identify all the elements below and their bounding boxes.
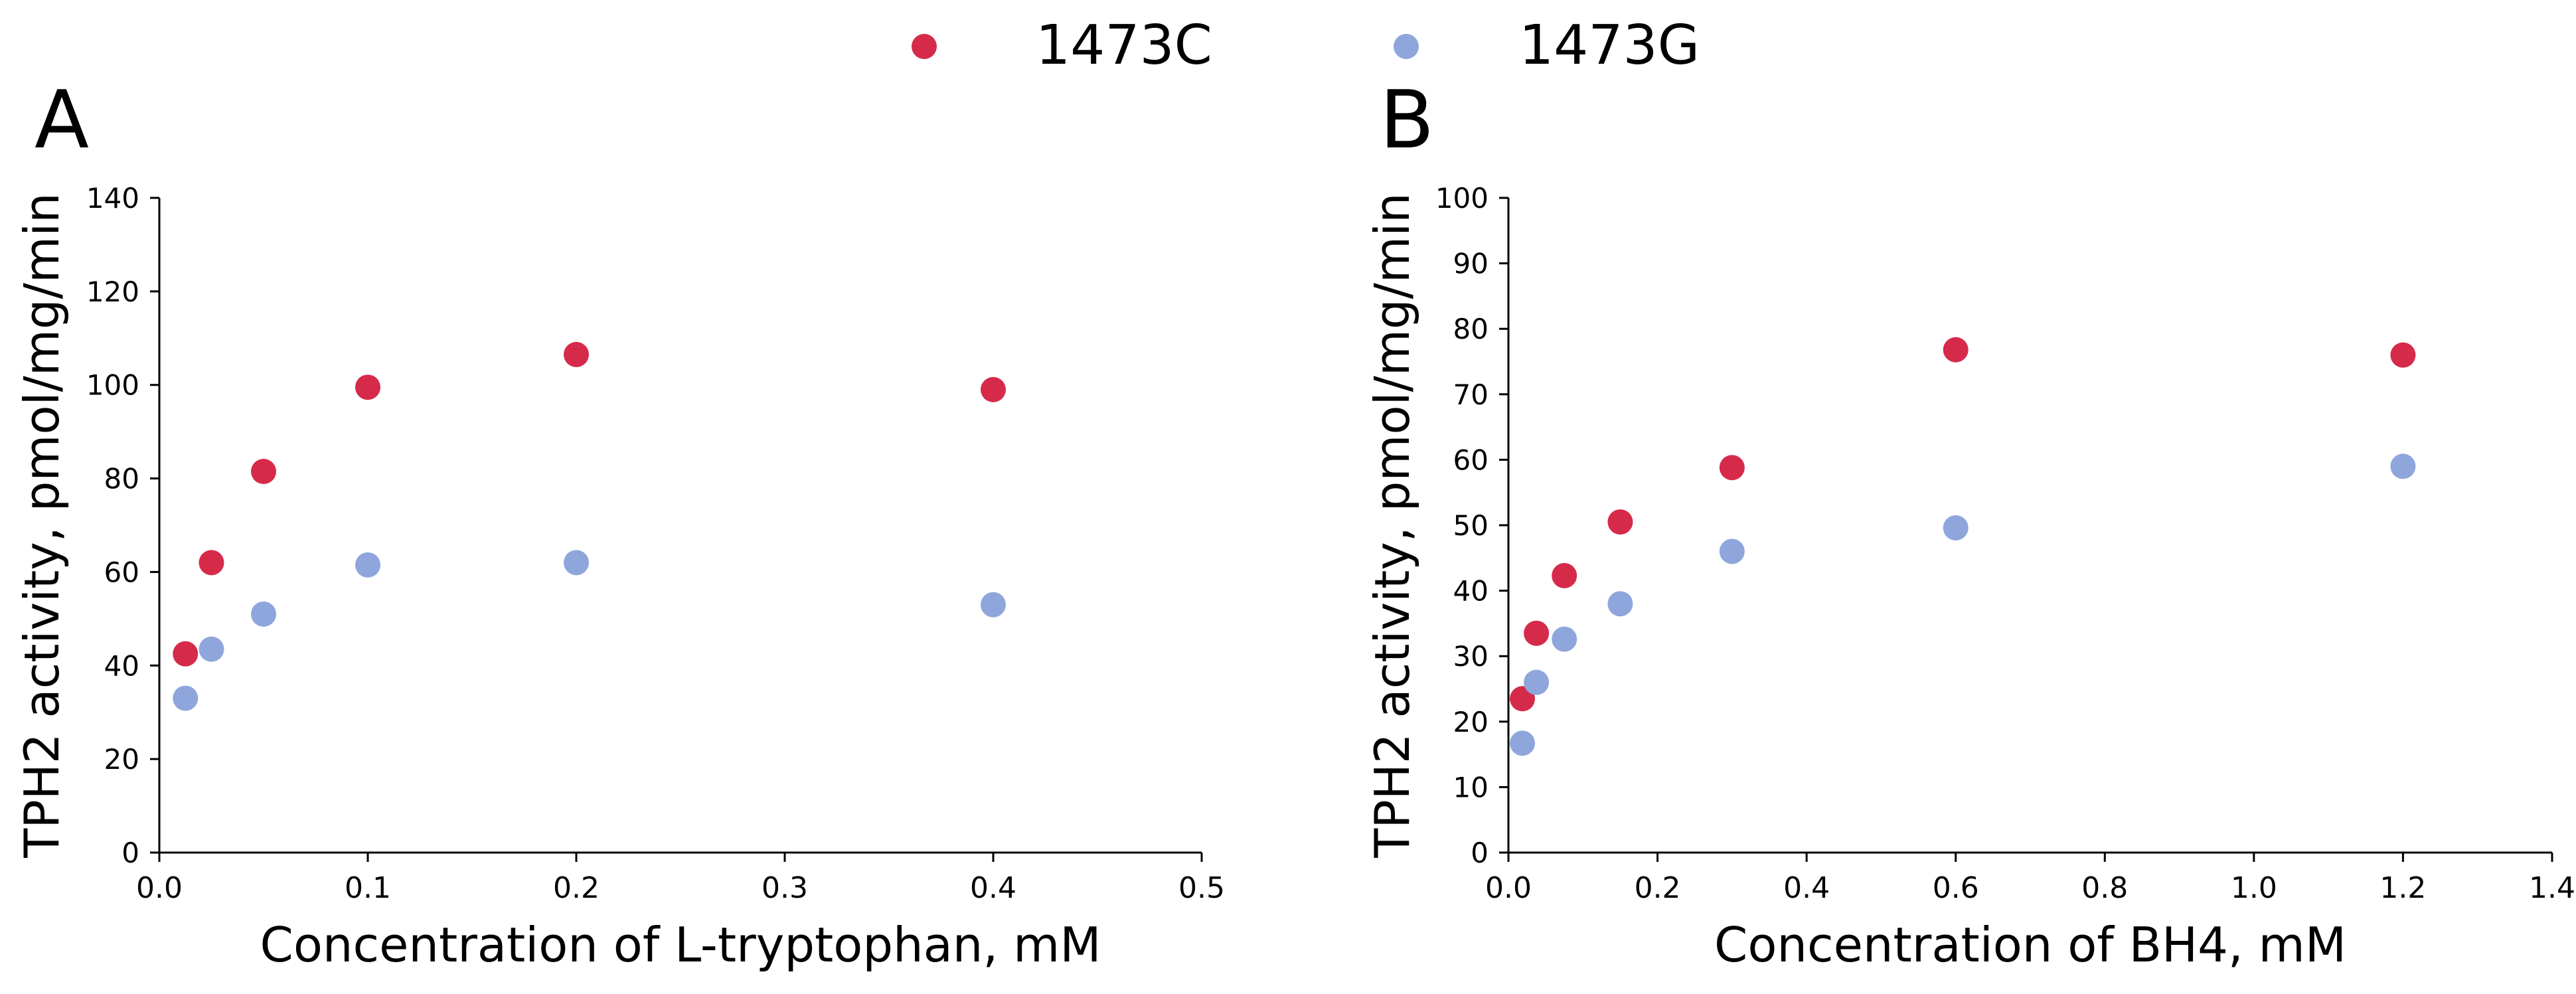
data-point-1473c: [251, 459, 276, 485]
data-point-1473c: [355, 374, 380, 400]
y-axis-label: TPH2 activity, pmol/mg/min: [1364, 193, 1420, 858]
x-tick-label: 0.2: [553, 871, 600, 905]
x-tick-label: 0.0: [1485, 871, 1532, 905]
data-point-1473c: [1552, 562, 1577, 588]
data-point-1473g: [1552, 626, 1577, 652]
data-point-1473g: [981, 592, 1006, 618]
x-axis-label: Concentration of BH4, mM: [1714, 917, 2346, 973]
y-tick-label: 0: [121, 837, 139, 869]
y-tick-label: 80: [1453, 313, 1489, 345]
series-1473g: [173, 550, 1006, 711]
y-tick-label: 140: [86, 182, 139, 214]
panel-label-a: A: [35, 74, 89, 167]
data-point-1473g: [1607, 591, 1633, 617]
data-point-1473g: [251, 601, 276, 627]
data-point-1473g: [2390, 454, 2416, 479]
data-point-1473g: [1510, 730, 1536, 756]
y-tick-label: 60: [1453, 444, 1489, 476]
data-point-1473c: [1524, 620, 1550, 646]
x-tick-label: 1.4: [2529, 871, 2575, 905]
x-tick-label: 1.2: [2379, 871, 2426, 905]
x-tick-label: 0.4: [970, 871, 1016, 905]
y-tick-label: 90: [1453, 248, 1489, 280]
panel-b: B 0 10 20 30 40 50 60 70 80 90 100 0.0 0.2 0.4 0.6 0.8 1.…: [1364, 74, 2575, 973]
y-tick-label: 40: [104, 649, 139, 682]
y-tick-label: 40: [1453, 575, 1489, 608]
y-tick-label: 0: [1471, 837, 1489, 869]
data-point-1473c: [1510, 686, 1536, 712]
data-point-1473g: [564, 550, 589, 576]
x-tick-label: 0.0: [136, 871, 183, 905]
x-tick-label: 1.0: [2231, 871, 2277, 905]
data-point-1473c: [2390, 342, 2416, 368]
x-tick-label: 0.4: [1783, 871, 1830, 905]
y-tick-label: 20: [104, 743, 139, 776]
y-tick-label: 100: [86, 369, 139, 402]
data-point-1473c: [981, 376, 1006, 402]
legend-label-1473c: 1473C: [1036, 14, 1212, 77]
data-point-1473g: [355, 552, 380, 578]
y-tick-label: 20: [1453, 706, 1489, 738]
y-tick-label: 100: [1435, 182, 1489, 214]
series-1473g: [1510, 454, 2416, 756]
series-1473c: [1510, 337, 2416, 712]
data-point-1473g: [173, 685, 199, 711]
y-tick-label: 70: [1453, 378, 1489, 411]
data-point-1473c: [564, 341, 589, 367]
y-axis-label: TPH2 activity, pmol/mg/min: [14, 193, 70, 858]
y-tick-label: 10: [1453, 771, 1489, 803]
legend-marker-1473g: [1394, 34, 1419, 59]
y-tick-label: 80: [104, 463, 139, 495]
legend-marker-1473c: [912, 34, 937, 59]
x-axis-label: Concentration of L-tryptophan, mM: [260, 917, 1101, 973]
panel-a: A 0 20 40 60 80 100 120 140 0.0 0.1 0.2 0.3 0.4 0.5 Con…: [14, 74, 1225, 973]
panel-label-b: B: [1380, 74, 1434, 167]
data-point-1473g: [1943, 515, 1969, 540]
series-1473c: [173, 341, 1006, 667]
x-tick-label: 0.1: [345, 871, 391, 905]
data-point-1473c: [199, 550, 224, 576]
x-tick-label: 0.3: [762, 871, 808, 905]
data-point-1473c: [173, 641, 199, 667]
data-point-1473c: [1719, 455, 1745, 481]
y-tick-label: 50: [1453, 509, 1489, 542]
legend-label-1473g: 1473G: [1519, 14, 1700, 77]
data-point-1473g: [1524, 669, 1550, 695]
data-point-1473g: [1719, 538, 1745, 564]
data-point-1473c: [1607, 509, 1633, 535]
x-tick-label: 0.6: [1933, 871, 1979, 905]
x-tick-label: 0.5: [1178, 871, 1225, 905]
data-point-1473c: [1943, 337, 1969, 363]
y-tick-label: 30: [1453, 640, 1489, 673]
y-tick-label: 60: [104, 556, 139, 588]
y-tick-label: 120: [86, 276, 139, 308]
legend: 1473C 1473G: [912, 14, 1700, 77]
x-tick-label: 0.8: [2081, 871, 2128, 905]
data-point-1473g: [199, 636, 224, 662]
x-tick-label: 0.2: [1635, 871, 1681, 905]
